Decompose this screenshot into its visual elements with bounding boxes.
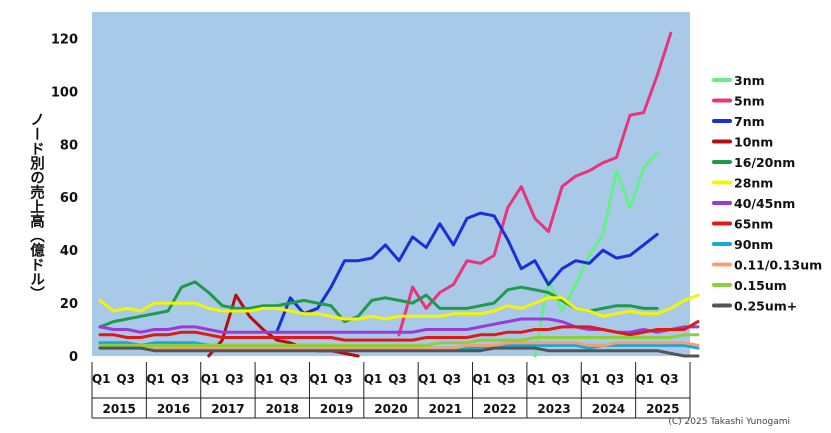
series-line-7nm <box>275 211 659 334</box>
x-tick-label: Q3 <box>280 372 299 386</box>
x-tick-label: Q3 <box>443 372 462 386</box>
x-tick-label: Q3 <box>497 372 516 386</box>
legend-label: 3nm <box>734 73 765 88</box>
x-tick-label: Q1 <box>146 372 165 386</box>
x-tick-label: Q3 <box>225 372 244 386</box>
copyright-text: (C) 2025 Takashi Yunogami <box>668 417 790 427</box>
x-tick-label: Q1 <box>201 372 220 386</box>
series-line-0-15um <box>98 333 700 347</box>
x-year-label: 2021 <box>429 402 462 416</box>
x-tick-label: Q3 <box>334 372 353 386</box>
series-line-5nm <box>397 31 673 337</box>
x-tick-label: Q3 <box>551 372 570 386</box>
x-tick-label: Q1 <box>527 372 546 386</box>
y-tick-label: 80 <box>60 138 78 153</box>
series-line-16-20nm <box>98 280 659 329</box>
legend-label: 7nm <box>734 114 765 129</box>
series-line-65nm <box>98 320 700 342</box>
x-tick-label: Q1 <box>255 372 274 386</box>
series-lines <box>98 31 700 358</box>
x-year-label: 2015 <box>102 402 135 416</box>
x-tick-label: Q1 <box>364 372 383 386</box>
legend-label: 28nm <box>734 176 773 191</box>
legend: 3nm 5nm 7nm 10nm 16/20nm 28nm 40/45nm 65nm 90nm 0… <box>712 73 822 314</box>
x-tick-label: Q1 <box>473 372 492 386</box>
y-tick-label: 60 <box>60 191 78 206</box>
y-tick-label: 120 <box>51 32 78 47</box>
y-tick-label: 0 <box>69 350 78 365</box>
legend-label: 90nm <box>734 237 773 252</box>
x-tick-label: Q1 <box>418 372 437 386</box>
x-tick-label: Q1 <box>581 372 600 386</box>
x-tick-label: Q3 <box>660 372 679 386</box>
y-tick-label: 100 <box>51 85 78 100</box>
x-tick-label: Q1 <box>92 372 111 386</box>
x-year-label: 2019 <box>320 402 353 416</box>
legend-label: 0.25um+ <box>734 299 797 314</box>
legend-label: 16/20nm <box>734 155 795 170</box>
series-line-28nm <box>98 293 700 321</box>
x-tick-label: Q1 <box>309 372 328 386</box>
x-year-label: 2018 <box>266 402 299 416</box>
y-tick-label: 20 <box>60 297 78 312</box>
series-line-0-25um- <box>98 346 700 358</box>
legend-label: 10nm <box>734 135 773 150</box>
x-year-label: 2025 <box>646 402 679 416</box>
legend-label: 0.15um <box>734 278 787 293</box>
legend-label: 0.11/0.13um <box>734 258 822 273</box>
x-tick-label: Q3 <box>171 372 190 386</box>
series-line-0-11-0-13um <box>98 341 700 350</box>
x-axis: Q1 Q3 Q1 Q3 Q1 Q3 Q1 Q3 Q1 Q3 Q1 Q3 Q1 Q3 Q1 Q3 Q1 Q3 Q1 Q3… <box>91 362 691 419</box>
x-tick-label: Q3 <box>116 372 135 386</box>
y-axis-title: ノード別の売上高（億ドル） <box>28 112 45 301</box>
x-year-label: 2016 <box>157 402 190 416</box>
y-tick-label: 40 <box>60 244 78 259</box>
legend-label: 65nm <box>734 217 773 232</box>
legend-label: 40/45nm <box>734 196 795 211</box>
y-axis: 0 20 40 60 80 100 120 <box>51 32 78 365</box>
x-year-label: 2022 <box>483 402 516 416</box>
x-year-label: 2020 <box>374 402 407 416</box>
x-year-label: 2024 <box>592 402 625 416</box>
x-tick-label: Q1 <box>636 372 655 386</box>
x-tick-label: Q3 <box>388 372 407 386</box>
legend-label: 5nm <box>734 94 765 109</box>
x-year-label: 2023 <box>537 402 570 416</box>
x-tick-label: Q3 <box>606 372 625 386</box>
x-year-label: 2017 <box>211 402 244 416</box>
y-axis-title-text: ノード別の売上高（億ドル） <box>28 112 45 301</box>
